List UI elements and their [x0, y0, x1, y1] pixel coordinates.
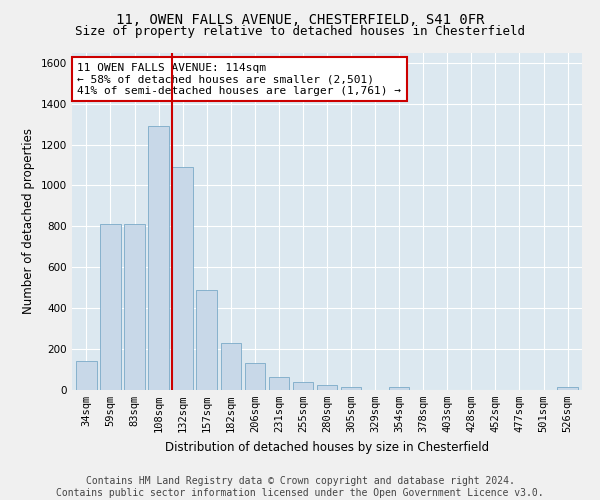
Bar [557, 387, 578, 390]
Bar [172, 167, 193, 390]
Bar [389, 387, 409, 390]
Text: Size of property relative to detached houses in Chesterfield: Size of property relative to detached ho… [75, 25, 525, 38]
Bar [269, 376, 289, 390]
Text: Contains HM Land Registry data © Crown copyright and database right 2024.
Contai: Contains HM Land Registry data © Crown c… [56, 476, 544, 498]
Bar [221, 343, 241, 390]
Text: 11 OWEN FALLS AVENUE: 114sqm
← 58% of detached houses are smaller (2,501)
41% of: 11 OWEN FALLS AVENUE: 114sqm ← 58% of de… [77, 62, 401, 96]
Bar [341, 387, 361, 390]
Bar [317, 385, 337, 390]
Text: 11, OWEN FALLS AVENUE, CHESTERFIELD, S41 0FR: 11, OWEN FALLS AVENUE, CHESTERFIELD, S41… [116, 12, 484, 26]
Bar [245, 364, 265, 390]
X-axis label: Distribution of detached houses by size in Chesterfield: Distribution of detached houses by size … [165, 440, 489, 454]
Bar [76, 362, 97, 390]
Bar [196, 290, 217, 390]
Bar [293, 382, 313, 390]
Bar [100, 224, 121, 390]
Bar [124, 224, 145, 390]
Y-axis label: Number of detached properties: Number of detached properties [22, 128, 35, 314]
Bar [148, 126, 169, 390]
